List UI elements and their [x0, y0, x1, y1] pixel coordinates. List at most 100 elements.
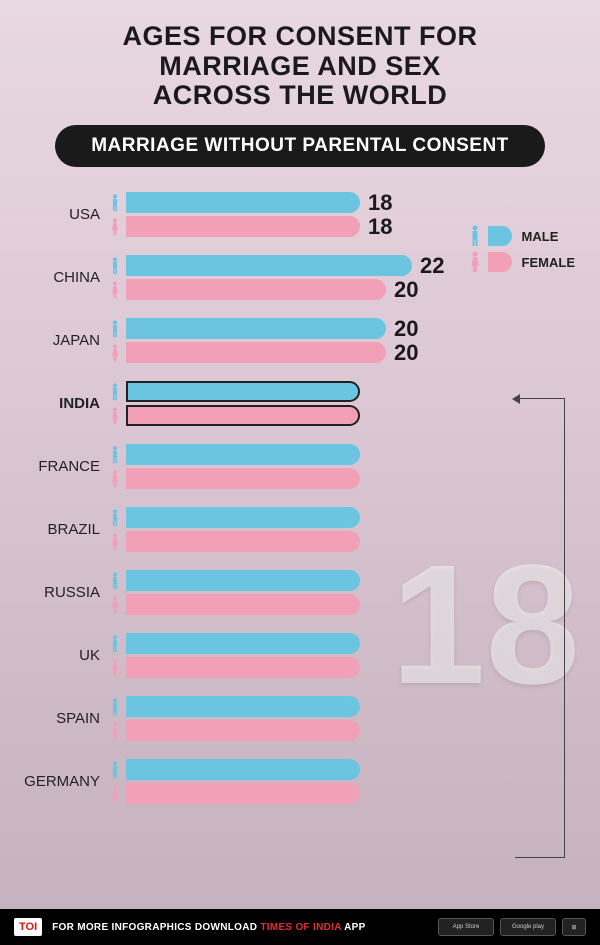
toi-logo-badge: TOI	[14, 918, 42, 936]
bars-wrap	[110, 504, 570, 555]
male-bar	[126, 696, 360, 717]
female-bar	[126, 720, 360, 741]
bars-wrap	[110, 567, 570, 618]
female-icon	[110, 785, 120, 803]
bars-wrap	[110, 630, 570, 681]
male-bar-line	[110, 381, 570, 402]
male-icon	[110, 446, 120, 464]
main-title: AGES FOR CONSENT FORMARRIAGE AND SEXACRO…	[0, 0, 600, 125]
female-bar-line	[110, 720, 570, 741]
male-bar-line: 22	[110, 255, 570, 276]
country-row: GERMANY	[20, 756, 570, 807]
male-bar: 20	[126, 318, 386, 339]
country-row: FRANCE	[20, 441, 570, 492]
country-label: RUSSIA	[20, 584, 110, 601]
female-icon	[110, 659, 120, 677]
country-row: BRAZIL	[20, 504, 570, 555]
female-bar	[126, 594, 360, 615]
subtitle-pill: MARRIAGE WITHOUT PARENTAL CONSENT	[55, 125, 545, 167]
footer-prefix: FOR MORE INFOGRAPHICS DOWNLOAD	[52, 922, 260, 933]
female-value: 20	[394, 340, 418, 366]
country-label: BRAZIL	[20, 521, 110, 538]
footer-suffix: APP	[341, 922, 365, 933]
bars-wrap	[110, 441, 570, 492]
male-icon	[110, 572, 120, 590]
country-label: INDIA	[20, 395, 110, 412]
male-bar	[126, 444, 360, 465]
country-row: INDIA	[20, 378, 570, 429]
store-badges: App Store Google play ⊞	[438, 918, 586, 936]
footer: TOI FOR MORE INFOGRAPHICS DOWNLOAD TIMES…	[0, 909, 600, 945]
male-bar-line: 18	[110, 192, 570, 213]
female-bar: 18	[126, 216, 360, 237]
country-row: RUSSIA	[20, 567, 570, 618]
female-bar	[126, 468, 360, 489]
female-bar: 20	[126, 279, 386, 300]
female-bar-line	[110, 783, 570, 804]
female-bar	[126, 405, 360, 426]
female-icon	[110, 596, 120, 614]
female-bar-line: 20	[110, 279, 570, 300]
bars-wrap	[110, 693, 570, 744]
bars-wrap	[110, 756, 570, 807]
female-bar: 20	[126, 342, 386, 363]
female-bar-line	[110, 657, 570, 678]
googleplay-badge[interactable]: Google play	[500, 918, 556, 936]
male-bar	[126, 507, 360, 528]
male-bar-line	[110, 444, 570, 465]
footer-highlight: TIMES OF INDIA	[260, 922, 341, 933]
female-value: 20	[394, 277, 418, 303]
male-value: 22	[420, 253, 444, 279]
male-bar	[126, 633, 360, 654]
female-icon	[110, 533, 120, 551]
country-row: JAPAN 20 20	[20, 315, 570, 366]
male-bar-line	[110, 633, 570, 654]
male-icon	[110, 257, 120, 275]
female-bar-line	[110, 531, 570, 552]
male-value: 20	[394, 316, 418, 342]
female-icon	[110, 344, 120, 362]
male-bar	[126, 570, 360, 591]
country-label: SPAIN	[20, 710, 110, 727]
country-row: USA 18 18	[20, 189, 570, 240]
country-row: CHINA 22 20	[20, 252, 570, 303]
bars-wrap: 18 18	[110, 189, 570, 240]
appstore-badge[interactable]: App Store	[438, 918, 494, 936]
female-bar-line: 20	[110, 342, 570, 363]
male-bar: 18	[126, 192, 360, 213]
male-bar-line: 20	[110, 318, 570, 339]
female-icon	[110, 218, 120, 236]
male-bar-line	[110, 507, 570, 528]
male-icon	[110, 194, 120, 212]
male-value: 18	[368, 190, 392, 216]
female-bar-line	[110, 468, 570, 489]
male-icon	[110, 509, 120, 527]
chart-area: USA 18 18 CHINA 22 20 JAPAN	[0, 189, 600, 807]
female-bar-line	[110, 594, 570, 615]
female-icon	[110, 407, 120, 425]
female-icon	[110, 722, 120, 740]
country-row: SPAIN	[20, 693, 570, 744]
male-bar: 22	[126, 255, 412, 276]
bars-wrap: 20 20	[110, 315, 570, 366]
female-bar-line: 18	[110, 216, 570, 237]
bars-wrap	[110, 378, 570, 429]
female-bar	[126, 531, 360, 552]
infographic-container: AGES FOR CONSENT FORMARRIAGE AND SEXACRO…	[0, 0, 600, 945]
male-icon	[110, 320, 120, 338]
country-label: UK	[20, 647, 110, 664]
country-label: FRANCE	[20, 458, 110, 475]
female-bar	[126, 783, 360, 804]
female-icon	[110, 281, 120, 299]
country-label: GERMANY	[20, 773, 110, 790]
male-bar-line	[110, 570, 570, 591]
country-label: JAPAN	[20, 332, 110, 349]
windows-badge[interactable]: ⊞	[562, 918, 586, 936]
country-row: UK	[20, 630, 570, 681]
bars-wrap: 22 20	[110, 252, 570, 303]
male-bar-line	[110, 759, 570, 780]
male-bar-line	[110, 696, 570, 717]
footer-text: FOR MORE INFOGRAPHICS DOWNLOAD TIMES OF …	[52, 922, 365, 933]
male-icon	[110, 698, 120, 716]
male-bar	[126, 759, 360, 780]
